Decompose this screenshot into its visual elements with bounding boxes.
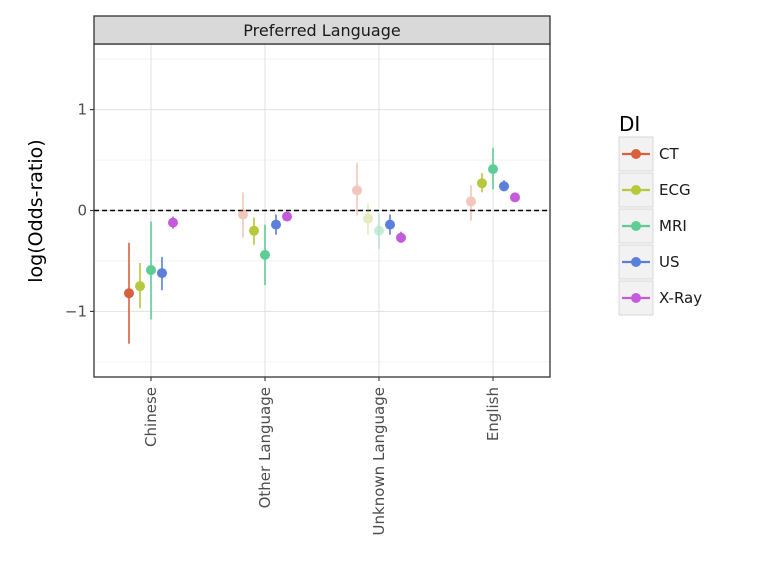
legend-key-point [631, 149, 641, 159]
point-range-ct [238, 192, 248, 238]
legend: DI CT ECG MRI US X-Ray [618, 112, 702, 316]
legend-item-mri: MRI [618, 208, 687, 244]
legend-label: CT [659, 145, 679, 163]
data-point-x-ray [510, 192, 520, 203]
data-point-ecg [135, 281, 145, 292]
y-tick-label: −1 [65, 302, 87, 320]
x-tick-label: English [484, 387, 502, 441]
data-point-us [157, 268, 167, 279]
legend-label: US [659, 253, 680, 271]
legend-title: DI [619, 112, 640, 136]
y-axis: −1 0 1 [65, 101, 94, 320]
data-point-mri [146, 265, 156, 276]
data-point-us [271, 219, 281, 230]
data-marks [124, 147, 520, 344]
point-range-mri [260, 224, 270, 286]
legend-item-ecg: ECG [618, 172, 691, 208]
point-range-ct [352, 163, 362, 216]
point-range-ct [124, 242, 134, 344]
point-range-ecg [249, 217, 259, 245]
x-tick-label: Unknown Language [370, 387, 388, 535]
point-range-mri [374, 213, 384, 249]
legend-label: MRI [659, 217, 687, 235]
point-range-ct [466, 185, 476, 221]
point-range-us [157, 256, 167, 291]
data-point-x-ray [396, 232, 406, 243]
data-point-ecg [477, 178, 487, 189]
facet-strip [93, 15, 551, 45]
legend-label: ECG [659, 181, 691, 199]
point-range-ecg [363, 203, 373, 235]
point-range-mri [488, 147, 498, 190]
facet-label: Preferred Language [243, 21, 400, 40]
data-point-x-ray [282, 211, 292, 222]
point-range-us [271, 214, 281, 235]
legend-key-point [631, 293, 641, 303]
y-axis-title: log(Odds-ratio) [25, 139, 47, 282]
x-tick-label: Chinese [142, 387, 160, 447]
point-range-ecg [135, 262, 145, 309]
legend-label: X-Ray [659, 289, 702, 307]
legend-item-us: US [618, 244, 680, 280]
data-point-ct [238, 209, 248, 220]
data-point-mri [374, 225, 384, 236]
legend-key-point [631, 257, 641, 267]
data-point-x-ray [168, 217, 178, 228]
x-axis: Chinese Other Language Unknown Language Eng… [142, 377, 502, 535]
point-range-us [385, 214, 395, 235]
data-point-ct [124, 288, 134, 299]
legend-key-point [631, 185, 641, 195]
point-range-ecg [477, 173, 487, 193]
data-point-mri [260, 249, 270, 260]
point-range-x-ray [510, 192, 520, 203]
x-tick-label: Other Language [256, 387, 274, 508]
data-point-us [499, 181, 509, 192]
point-range-x-ray [168, 216, 178, 229]
y-tick-label: 1 [77, 101, 87, 119]
data-point-ct [466, 196, 476, 207]
legend-key-point [631, 221, 641, 231]
y-tick-label: 0 [77, 202, 87, 220]
point-range-x-ray [282, 211, 292, 222]
data-point-ecg [249, 225, 259, 236]
data-point-ecg [363, 213, 373, 224]
data-point-mri [488, 164, 498, 175]
legend-item-x-ray: X-Ray [618, 280, 702, 316]
point-range-mri [146, 221, 156, 320]
point-range-us [499, 180, 509, 192]
data-point-us [385, 219, 395, 230]
data-point-ct [352, 185, 362, 196]
legend-item-ct: CT [618, 136, 679, 172]
point-range-x-ray [396, 231, 406, 243]
